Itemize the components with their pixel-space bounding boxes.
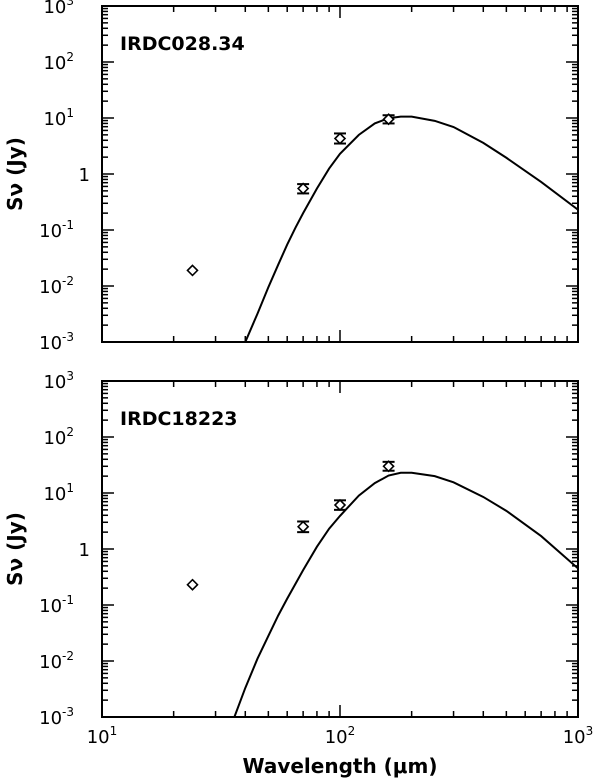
y-tick-label-exp: 1 (66, 481, 74, 495)
x-tick-label: 101 (87, 724, 118, 748)
data-point (333, 498, 347, 512)
y-axis-title: Sν (Jy) (3, 512, 27, 586)
y-tick-label-exp: -2 (62, 274, 74, 288)
y-tick-label-exp: 3 (66, 369, 74, 383)
y-tick-label-base: 10 (43, 372, 66, 393)
y-tick-label-base: 10 (43, 484, 66, 505)
y-tick-label-base: 1 (79, 165, 90, 186)
x-tick-label-exp: 1 (110, 724, 118, 738)
y-tick-label: 10-1 (39, 593, 74, 617)
data-point (186, 264, 199, 277)
y-tick-label: 103 (43, 0, 74, 18)
y-tick-label: 10-1 (39, 218, 74, 242)
data-point (382, 113, 395, 126)
data-point (186, 578, 199, 591)
y-tick-label: 103 (43, 369, 74, 393)
x-tick-label-base: 10 (87, 727, 110, 748)
y-tick-label: 10-3 (39, 330, 74, 354)
y-tick-label-exp: 2 (66, 425, 74, 439)
plot-frame (101, 380, 579, 718)
plot-frame (101, 5, 579, 343)
x-tick-label-base: 10 (563, 727, 586, 748)
model-curve (244, 115, 578, 342)
x-axis-title: Wavelength (μm) (242, 754, 437, 778)
y-tick-label-base: 10 (39, 221, 62, 242)
y-tick-label: 10-2 (39, 274, 74, 298)
y-tick-label-base: 10 (43, 53, 66, 74)
y-tick-label-exp: -3 (62, 330, 74, 344)
x-tick-label-exp: 3 (586, 724, 594, 738)
model-curve (233, 471, 578, 717)
y-tick-label: 10-3 (39, 705, 74, 729)
data-point (297, 182, 310, 195)
y-tick-label-exp: 3 (66, 0, 74, 8)
y-tick-label: 102 (43, 50, 74, 74)
y-tick-label-base: 10 (43, 109, 66, 130)
y-tick-label-exp: 1 (66, 106, 74, 120)
y-axis-title: Sν (Jy) (3, 137, 27, 211)
y-tick-label-exp: -1 (62, 218, 74, 232)
x-tick-label-exp: 2 (348, 724, 356, 738)
y-tick-label-base: 10 (39, 652, 62, 673)
data-point (297, 520, 310, 533)
y-tick-label-base: 10 (43, 0, 66, 18)
x-tick-label: 102 (325, 724, 356, 748)
panel-title: IRDC18223 (120, 408, 238, 430)
y-tick-label: 10-2 (39, 649, 74, 673)
chart-panel-2: 101 102 10310-310-210-11101102103IRDC18223… (3, 369, 593, 778)
y-tick-label-base: 10 (39, 596, 62, 617)
y-tick-label-base: 10 (39, 277, 62, 298)
y-tick-label-base: 10 (43, 428, 66, 449)
y-tick-label: 101 (43, 106, 74, 130)
y-tick-label-exp: 2 (66, 50, 74, 64)
panel-title: IRDC028.34 (120, 33, 245, 55)
y-tick-label-base: 10 (39, 333, 62, 354)
data-point (333, 132, 347, 145)
y-tick-label: 1 (79, 540, 90, 561)
y-tick-label: 1 (79, 165, 90, 186)
y-tick-label-base: 1 (79, 540, 90, 561)
y-tick-label-base: 10 (39, 708, 62, 729)
y-tick-label-exp: -3 (62, 705, 74, 719)
y-tick-label: 101 (43, 481, 74, 505)
y-tick-label-exp: -1 (62, 593, 74, 607)
x-tick-label-base: 10 (325, 727, 348, 748)
y-tick-label: 102 (43, 425, 74, 449)
data-point (382, 460, 395, 473)
x-tick-label: 103 (563, 724, 594, 748)
y-tick-label-exp: -2 (62, 649, 74, 663)
